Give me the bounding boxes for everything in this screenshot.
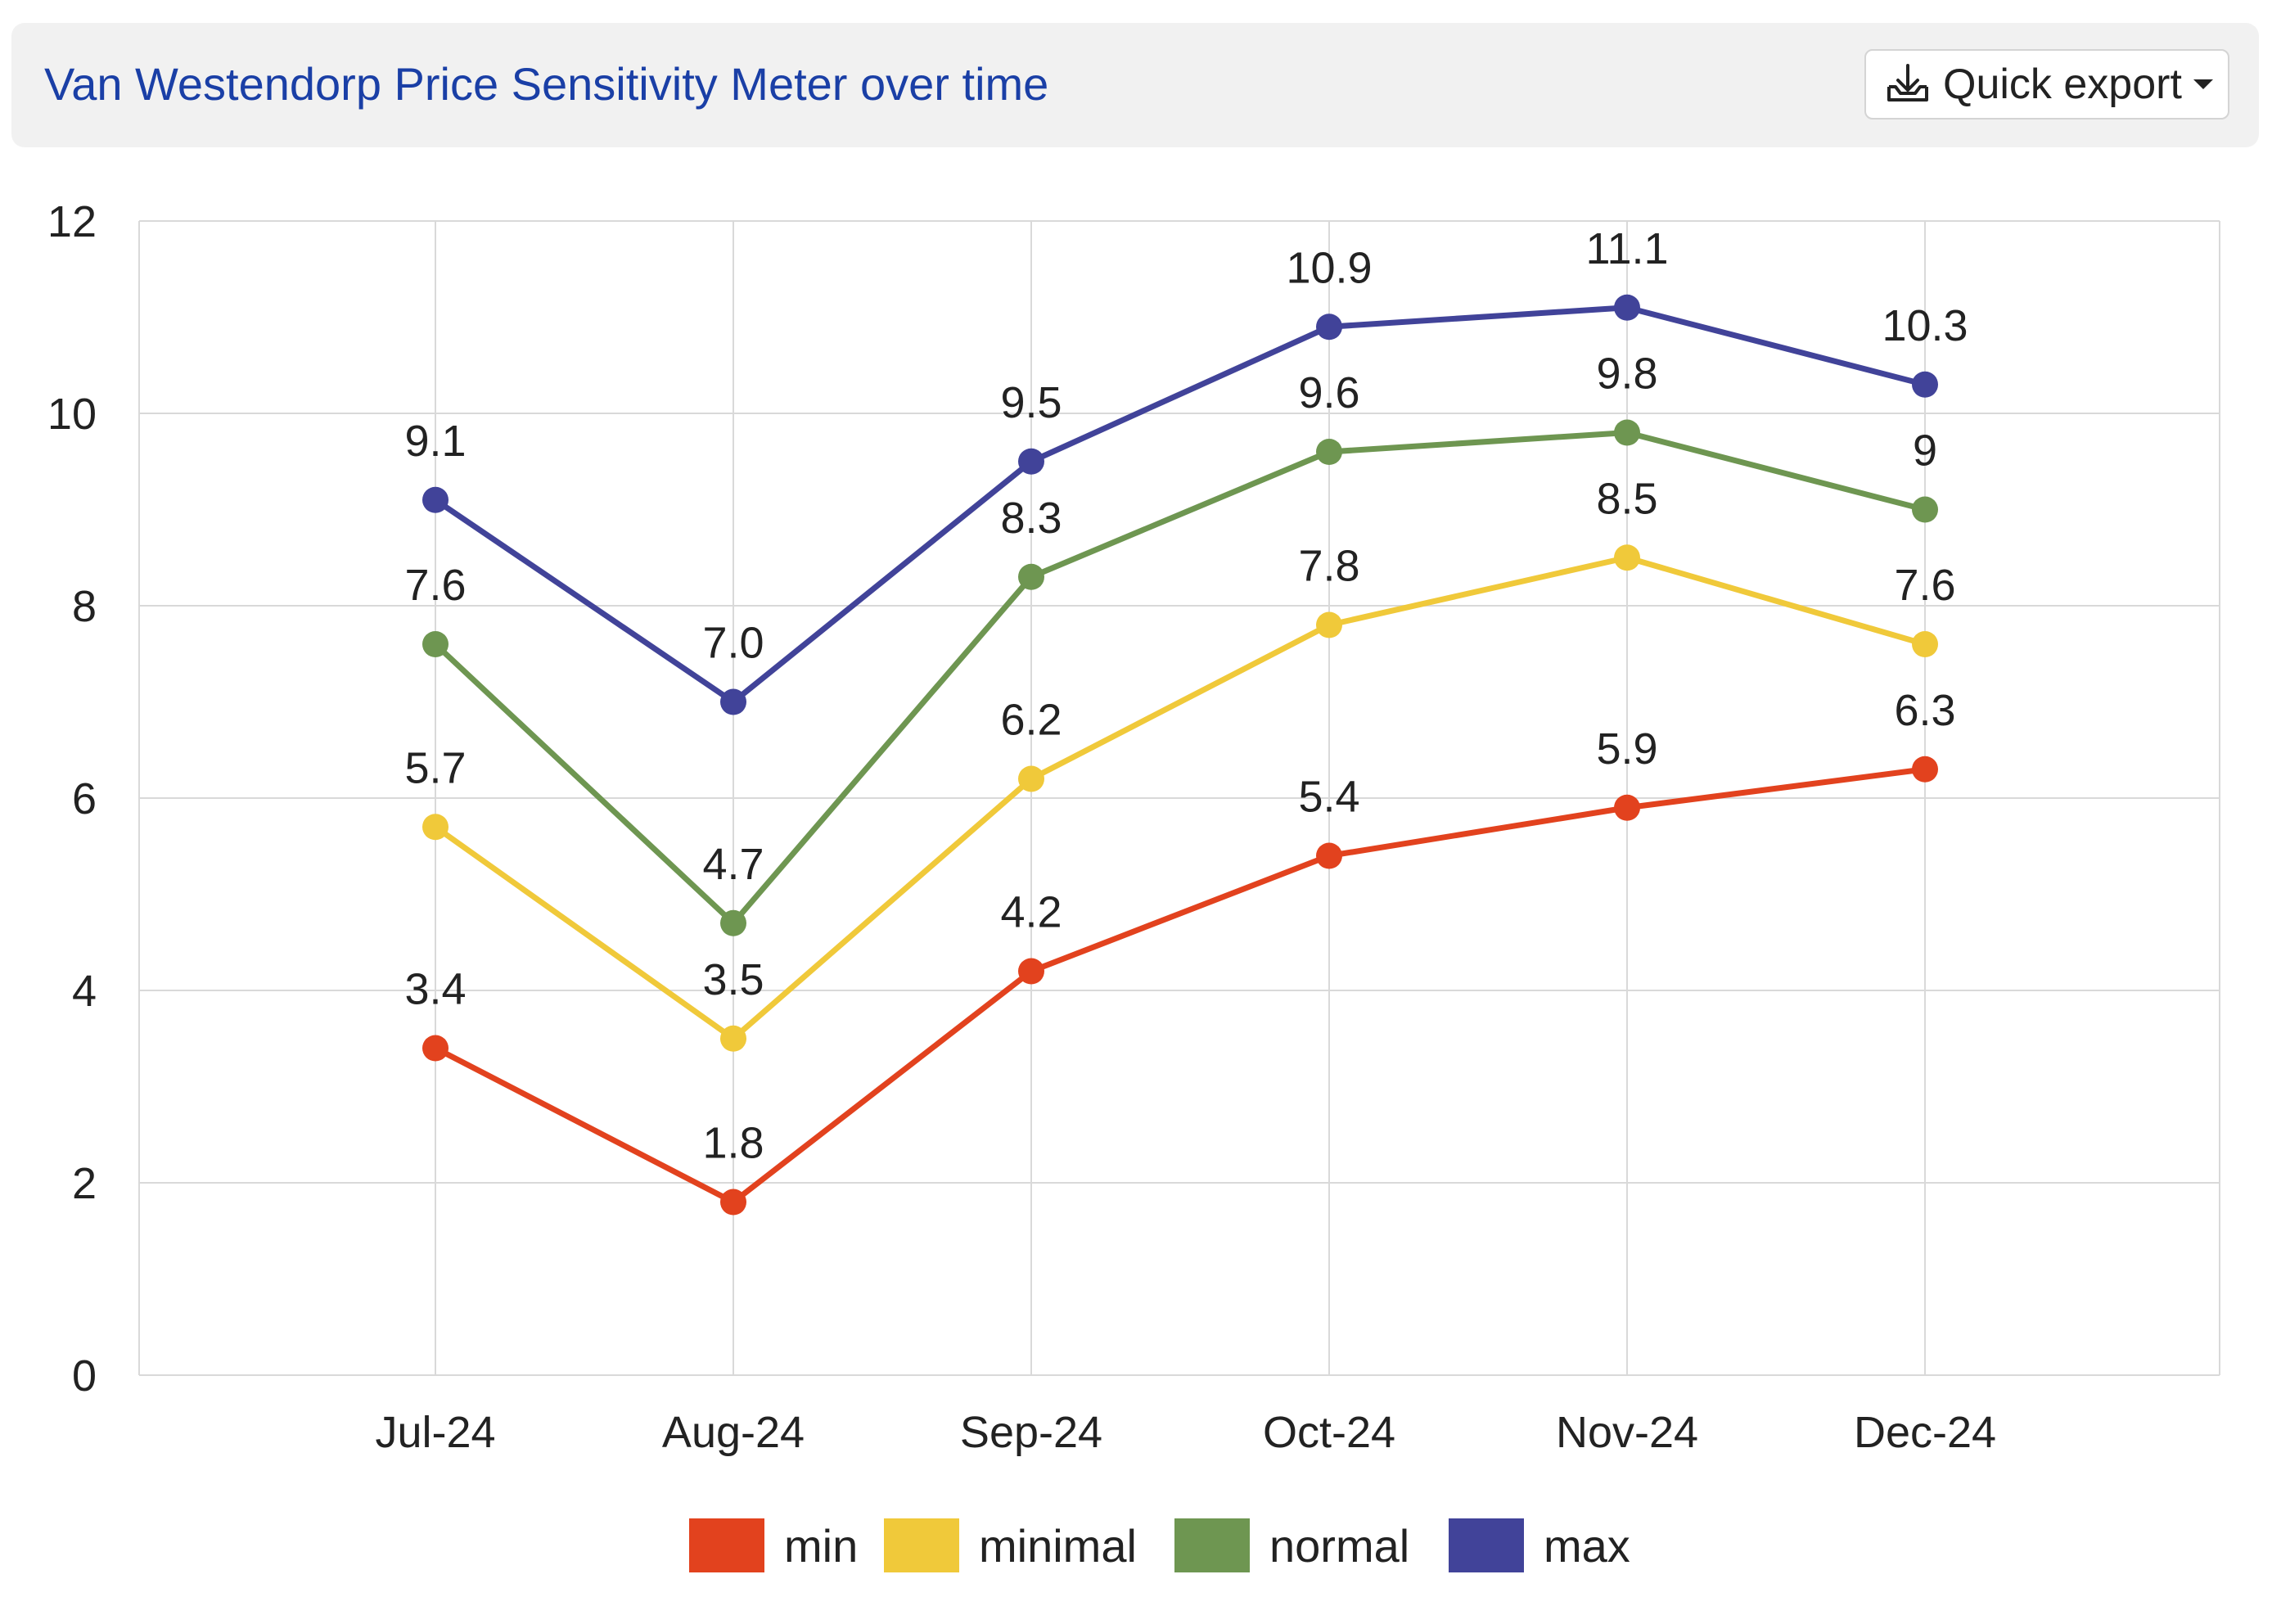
- x-tick-label: Dec-24: [1854, 1408, 1996, 1457]
- data-point-normal: [1316, 439, 1342, 465]
- legend-swatch-max: [1449, 1518, 1524, 1572]
- data-point-min: [1614, 794, 1640, 821]
- x-tick-label: Aug-24: [662, 1408, 805, 1457]
- data-label-max: 11.1: [1585, 224, 1668, 273]
- data-point-minimal: [1316, 611, 1342, 638]
- chart-header: Van Westendorp Price Sensitivity Meter o…: [11, 23, 2259, 147]
- data-label-minimal: 7.8: [1298, 542, 1359, 591]
- series-line-normal: [432, 430, 1928, 927]
- data-label-normal: 7.6: [404, 561, 466, 610]
- y-tick-label: 12: [47, 197, 97, 246]
- data-point-max: [422, 486, 449, 513]
- data-label-min: 4.2: [1000, 888, 1062, 937]
- data-point-minimal: [1614, 544, 1640, 571]
- data-label-min: 6.3: [1894, 686, 1955, 735]
- data-label-minimal: 8.5: [1596, 474, 1657, 523]
- data-point-normal: [422, 631, 449, 657]
- data-label-normal: 4.7: [702, 840, 764, 889]
- data-label-normal: 9.8: [1596, 350, 1657, 399]
- legend-label-min: min: [784, 1520, 858, 1572]
- data-point-min: [1912, 756, 1938, 783]
- data-point-max: [1614, 294, 1640, 321]
- x-tick-label: Jul-24: [375, 1408, 495, 1457]
- series-line-max: [432, 304, 1928, 705]
- quick-export-label: Quick export: [1943, 61, 2182, 108]
- y-tick-label: 0: [72, 1351, 97, 1401]
- caret-down-icon: [2193, 79, 2213, 89]
- data-label-max: 10.9: [1286, 243, 1372, 292]
- y-tick-label: 4: [72, 967, 97, 1016]
- data-point-normal: [1018, 563, 1044, 590]
- data-label-minimal: 3.5: [702, 955, 764, 1004]
- data-label-min: 5.4: [1298, 773, 1359, 822]
- y-tick-label: 8: [72, 582, 97, 631]
- data-label-max: 10.3: [1882, 301, 1968, 350]
- data-point-max: [1912, 371, 1938, 398]
- data-label-min: 3.4: [404, 965, 466, 1014]
- legend-label-max: max: [1544, 1520, 1630, 1572]
- x-tick-label: Sep-24: [960, 1408, 1102, 1457]
- x-tick-label: Nov-24: [1556, 1408, 1698, 1457]
- data-label-normal: 9.6: [1298, 368, 1359, 417]
- data-point-minimal: [1018, 765, 1044, 792]
- y-tick-label: 6: [72, 774, 97, 823]
- data-point-max: [1018, 448, 1044, 475]
- data-point-min: [720, 1189, 746, 1216]
- chart-title: Van Westendorp Price Sensitivity Meter o…: [44, 58, 1049, 110]
- data-label-minimal: 6.2: [1000, 696, 1062, 745]
- data-point-max: [1316, 314, 1342, 341]
- data-label-max: 7.0: [702, 619, 764, 668]
- data-label-minimal: 7.6: [1894, 561, 1955, 610]
- data-point-min: [1316, 842, 1342, 869]
- y-tick-label: 2: [72, 1159, 97, 1208]
- legend-label-normal: normal: [1269, 1520, 1409, 1572]
- data-point-minimal: [1912, 631, 1938, 657]
- data-label-normal: 9: [1913, 426, 1937, 476]
- data-point-normal: [720, 909, 746, 936]
- series-line-minimal: [432, 554, 1928, 1042]
- data-point-max: [720, 688, 746, 715]
- data-point-min: [1018, 958, 1044, 985]
- legend-swatch-normal: [1174, 1518, 1250, 1572]
- data-label-minimal: 5.7: [404, 743, 466, 792]
- legend-label-minimal: minimal: [979, 1520, 1137, 1572]
- legend-swatch-minimal: [884, 1518, 959, 1572]
- quick-export-button[interactable]: Quick export: [1864, 49, 2229, 120]
- data-label-normal: 8.3: [1000, 494, 1062, 543]
- legend-swatch-min: [689, 1518, 764, 1572]
- y-tick-label: 10: [47, 390, 97, 439]
- data-point-minimal: [422, 814, 449, 841]
- download-tray-icon: [1884, 61, 1932, 108]
- data-label-max: 9.1: [404, 417, 466, 466]
- data-point-normal: [1614, 419, 1640, 446]
- data-point-normal: [1912, 496, 1938, 523]
- data-point-min: [422, 1035, 449, 1062]
- data-point-minimal: [720, 1025, 746, 1052]
- data-label-min: 5.9: [1596, 724, 1657, 774]
- data-label-max: 9.5: [1000, 378, 1062, 427]
- data-label-min: 1.8: [702, 1119, 764, 1168]
- x-tick-label: Oct-24: [1263, 1408, 1395, 1457]
- series-line-min: [432, 766, 1928, 1205]
